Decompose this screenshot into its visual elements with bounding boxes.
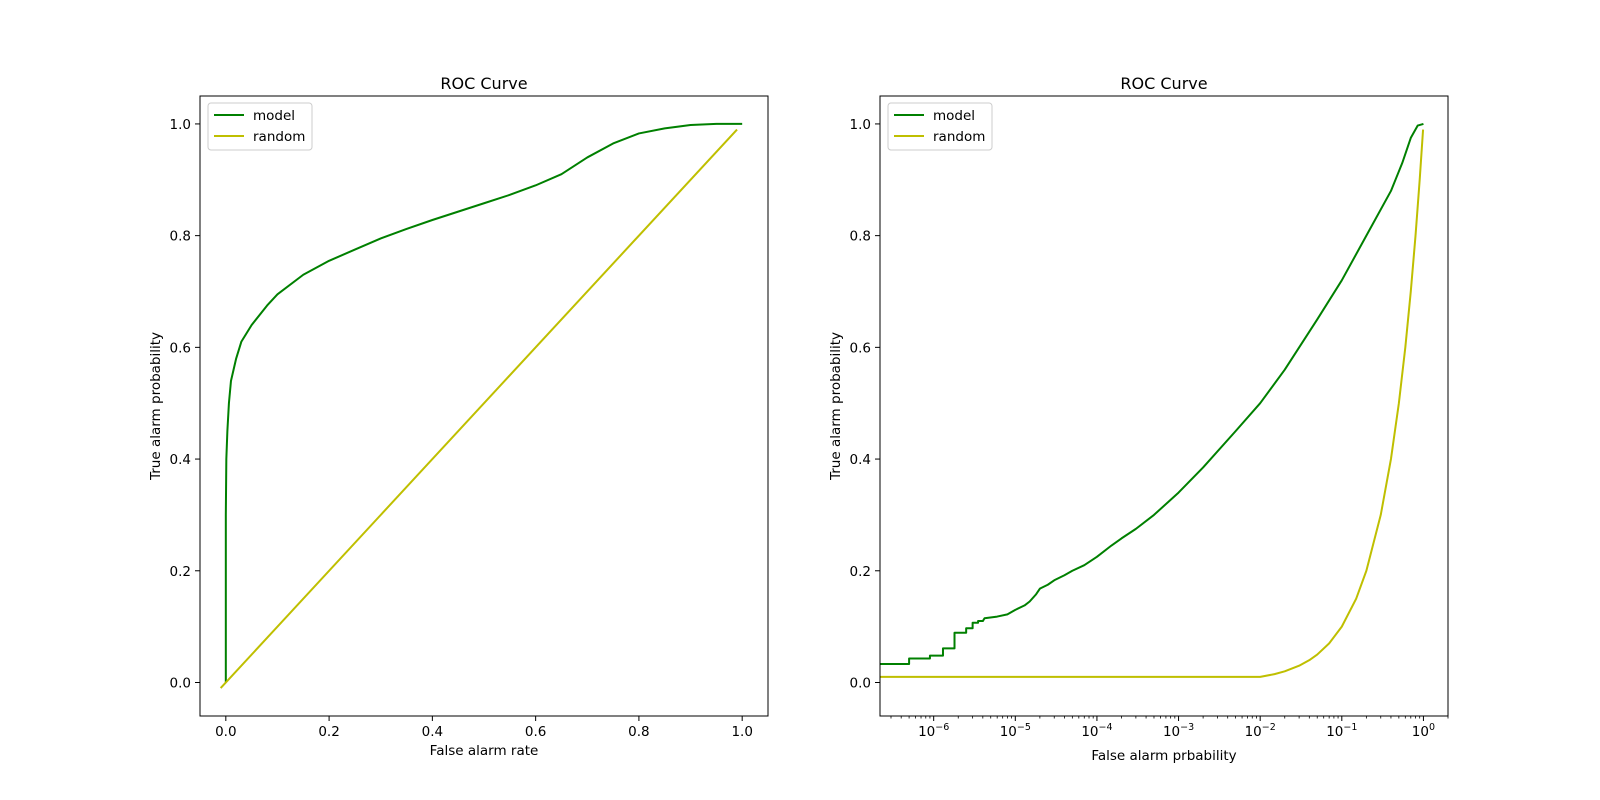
right-legend-model-label: model <box>933 108 975 124</box>
left-y-tick-label: 1.0 <box>170 117 191 133</box>
left-y-tick-label: 0.2 <box>170 564 191 580</box>
left-series-random-line <box>219 128 738 689</box>
right-series-model-line <box>880 122 1424 666</box>
left-x-tick-label: 0.2 <box>318 724 339 740</box>
right-plot-frame <box>879 95 1449 717</box>
right-y-tick-label: 0.0 <box>850 675 871 691</box>
right-y-tick-label: 0.8 <box>850 229 871 245</box>
right-x-axis-label: False alarm prbability <box>1091 748 1236 764</box>
right-x-tick-label: 10−5 <box>1000 722 1031 740</box>
right-legend: model random <box>887 102 993 151</box>
left-y-tick-label: 0.0 <box>170 675 191 691</box>
right-y-axis-label: True alarm probability <box>828 332 844 481</box>
left-x-tick-label: 0.0 <box>215 724 236 740</box>
right-series-random-line <box>880 129 1425 678</box>
left-legend: model random <box>207 102 313 151</box>
left-y-tick-label: 0.4 <box>170 452 191 468</box>
right-x-tick-label: 100 <box>1412 722 1435 740</box>
right-legend-random-label: random <box>933 129 985 145</box>
left-chart-title: ROC Curve <box>440 74 527 93</box>
right-x-tick-label: 10−6 <box>918 722 949 740</box>
left-y-tick-label: 0.8 <box>170 229 191 245</box>
left-x-tick-label: 0.4 <box>422 724 443 740</box>
left-series-model-line <box>224 122 743 683</box>
left-legend-random-label: random <box>253 129 305 145</box>
right-chart: 10−6 10−5 10−4 10−3 10−2 10−1 100 0.0 0.2 0.4 0.6 0… <box>828 74 1449 764</box>
right-y-tick-label: 0.2 <box>850 564 871 580</box>
right-y-tick-label: 0.6 <box>850 340 871 356</box>
right-y-tick-label: 0.4 <box>850 452 871 468</box>
right-x-tick-label: 10−1 <box>1326 722 1357 740</box>
left-legend-model-label: model <box>253 108 295 124</box>
left-chart: 0.0 0.2 0.4 0.6 0.8 1.0 0.0 0.2 0.4 0.6 0.8 1.0 ROC… <box>148 74 769 759</box>
right-x-tick-label: 10−2 <box>1245 722 1276 740</box>
left-x-tick-label: 0.8 <box>628 724 649 740</box>
right-x-tick-label: 10−4 <box>1081 722 1112 740</box>
left-y-tick-label: 0.6 <box>170 340 191 356</box>
right-x-tick-label: 10−3 <box>1163 722 1194 740</box>
left-plot-frame <box>199 95 769 717</box>
right-y-tick-label: 1.0 <box>850 117 871 133</box>
left-x-tick-label: 1.0 <box>731 724 752 740</box>
left-x-tick-label: 0.6 <box>525 724 546 740</box>
left-x-axis-label: False alarm rate <box>430 743 539 759</box>
left-y-axis-label: True alarm probability <box>148 332 164 481</box>
right-chart-title: ROC Curve <box>1120 74 1207 93</box>
